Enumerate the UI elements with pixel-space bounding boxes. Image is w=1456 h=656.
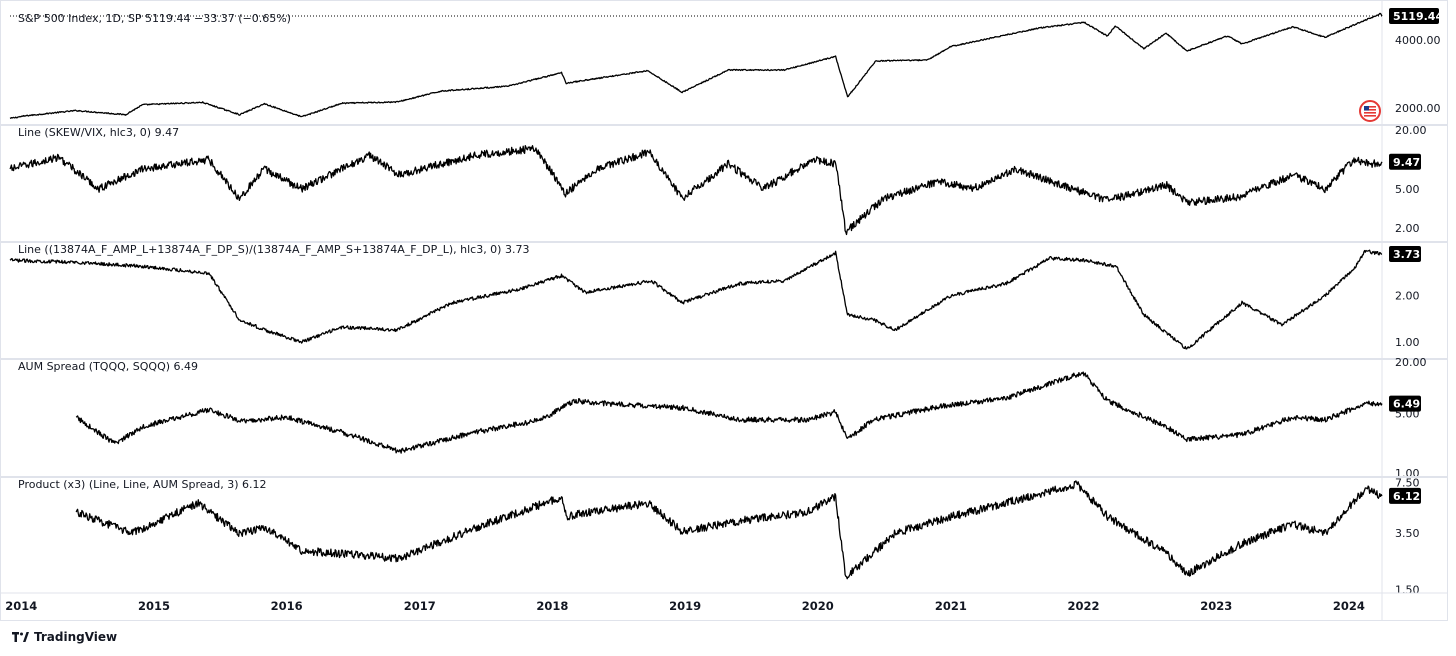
tradingview-logo-icon xyxy=(12,631,29,642)
last-value-badge xyxy=(1389,8,1439,25)
pane-title: Line ((13874A_F_AMP_L+13874A_F_DP_S)/(13… xyxy=(18,243,529,256)
series-line-amp-ratio xyxy=(9,249,1383,350)
x-tick-label: 2020 xyxy=(802,599,834,613)
x-tick-label: 2019 xyxy=(669,599,701,613)
x-tick-label: 2015 xyxy=(138,599,170,613)
us-flag-icon xyxy=(1359,100,1381,122)
x-tick-label: 2016 xyxy=(271,599,303,613)
series-line-skew-vix xyxy=(9,145,1383,236)
last-value-label: 6.49 xyxy=(1393,398,1420,411)
x-tick-label: 2021 xyxy=(935,599,967,613)
series-line-aum-spread xyxy=(75,371,1383,454)
tradingview-brand-name: TradingView xyxy=(34,630,118,644)
last-value-label: 6.12 xyxy=(1393,490,1420,503)
last-value-badge xyxy=(1389,246,1421,263)
y-tick-label: 7.50 xyxy=(1395,476,1420,489)
flag-canton xyxy=(1364,106,1369,111)
tradingview-brand[interactable]: TradingView xyxy=(12,630,117,644)
series-line-product xyxy=(75,480,1383,580)
x-tick-label: 2024 xyxy=(1333,599,1365,613)
x-tick-label: 2018 xyxy=(536,599,568,613)
y-tick-label: 4000.00 xyxy=(1395,34,1441,47)
y-tick-label: 3.50 xyxy=(1395,527,1420,540)
chart-frame xyxy=(0,0,1448,621)
flag-stripe xyxy=(1364,112,1376,114)
last-value-badge xyxy=(1389,395,1421,412)
flag-field xyxy=(1364,106,1376,116)
pane-sp500: 4000.00 2000.00 5119.44 S&P 500 Index, 1D, … xyxy=(9,8,1443,122)
flag-stripe xyxy=(1364,109,1376,111)
last-value-badge xyxy=(1389,153,1421,170)
y-tick-label: 20.00 xyxy=(1395,356,1427,369)
x-tick-label: 2023 xyxy=(1200,599,1232,613)
pane-title: S&P 500 Index, 1D, SP 5119.44 −33.37 (−0… xyxy=(18,12,291,25)
y-tick-label: 20.00 xyxy=(1395,124,1427,137)
x-tick-label: 2022 xyxy=(1068,599,1100,613)
last-value-badge xyxy=(1389,487,1421,504)
flag-stripe xyxy=(1364,106,1376,108)
y-tick-label: 2000.00 xyxy=(1395,102,1441,115)
series-line-sp500 xyxy=(9,12,1383,119)
x-tick-label: 2014 xyxy=(5,599,37,613)
y-tick-label: 2.00 xyxy=(1395,222,1420,235)
last-value-label: 3.73 xyxy=(1393,248,1420,261)
flag-stripe xyxy=(1364,115,1376,117)
y-tick-label: 2.00 xyxy=(1395,290,1420,303)
y-tick-label: 1.50 xyxy=(1395,584,1420,597)
pane-skew-vix: 20.00 5.00 2.00 9.47 Line (SKEW/VIX, hlc3, 0… xyxy=(1,124,1447,236)
x-axis: 2014 2015 2016 2017 2018 2019 2020 2021 2022 2023… xyxy=(1,592,1447,613)
pane-product: 7.50 3.50 1.50 6.12 Product (x3) (Line, Line… xyxy=(1,476,1447,597)
pane-title: AUM Spread (TQQQ, SQQQ) 6.49 xyxy=(18,360,198,373)
pane-amp-ratio: 2.00 1.00 3.73 Line ((13874A_F_AMP_L+13874A… xyxy=(1,241,1447,350)
y-tick-label: 1.00 xyxy=(1395,336,1420,349)
pane-title: Product (x3) (Line, Line, AUM Spread, 3)… xyxy=(18,478,267,491)
pane-title: Line (SKEW/VIX, hlc3, 0) 9.47 xyxy=(18,126,179,139)
last-value-label: 5119.44 xyxy=(1393,10,1443,23)
x-tick-label: 2017 xyxy=(404,599,436,613)
last-value-label: 9.47 xyxy=(1393,156,1420,169)
y-tick-label: 5.00 xyxy=(1395,183,1420,196)
